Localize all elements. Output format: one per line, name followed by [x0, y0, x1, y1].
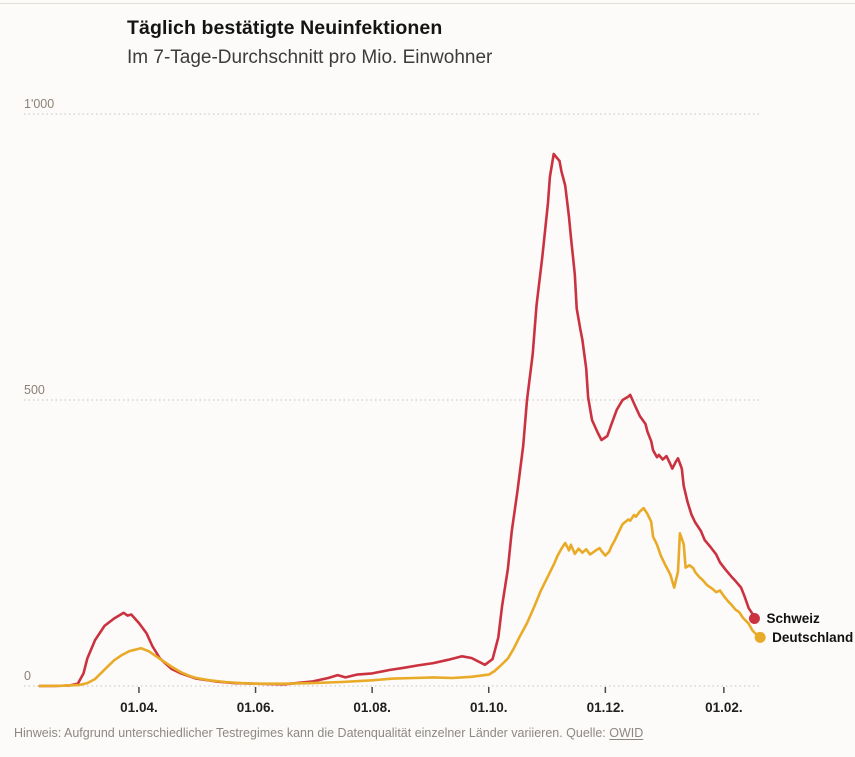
source-link[interactable]: OWID [609, 726, 644, 740]
series-line-schweiz [38, 152, 756, 688]
footnote-text: Hinweis: Aufgrund unterschiedlicher Test… [14, 726, 610, 740]
x-axis-label: 01.12. [587, 700, 625, 715]
chart-title: Täglich bestätigte Neuinfektionen [127, 17, 443, 39]
x-axis-label: 01.06. [237, 700, 275, 715]
x-axis-label: 01.10. [470, 700, 508, 715]
y-axis-label: 0 [24, 669, 31, 683]
y-axis-label: 500 [24, 383, 45, 397]
chart-footnote: Hinweis: Aufgrund unterschiedlicher Test… [14, 726, 844, 740]
chart-subtitle: Im 7-Tage-Durchschnitt pro Mio. Einwohne… [127, 47, 493, 68]
chart-header: Täglich bestätigte Neuinfektionen Im 7-T… [127, 17, 727, 69]
page-top-border [0, 3, 855, 4]
series-end-dot-schweiz [748, 613, 760, 625]
x-axis-label: 01.02. [705, 700, 743, 715]
series-end-dot-deutschland [754, 631, 766, 643]
series-label-schweiz: Schweiz [766, 611, 820, 626]
x-axis-label: 01.08. [353, 700, 391, 715]
series-label-deutschland: Deutschland [772, 630, 853, 645]
y-axis-label: 1'000 [24, 97, 54, 111]
series-line-deutschland [38, 506, 762, 688]
x-axis-label: 01.04. [120, 700, 158, 715]
